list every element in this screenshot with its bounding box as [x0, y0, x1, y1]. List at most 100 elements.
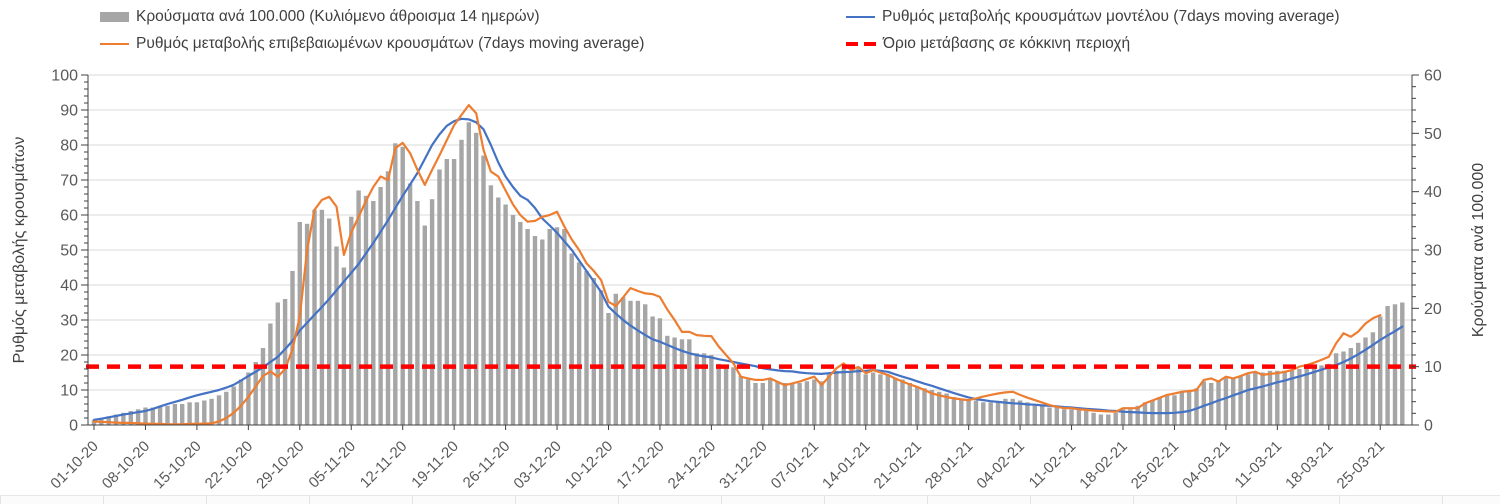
- bar: [812, 379, 817, 425]
- bar: [1025, 402, 1030, 426]
- bar: [260, 348, 266, 425]
- bar: [106, 416, 111, 426]
- legend-item-threshold: Όριο μετάβασης σε κόκκινη περιοχή: [846, 35, 1130, 53]
- bar: [180, 404, 185, 425]
- bar: [1098, 414, 1104, 425]
- right-tick-label: 60: [1424, 68, 1442, 85]
- bar: [738, 376, 743, 425]
- bar: [635, 300, 641, 426]
- bar: [1304, 367, 1309, 426]
- bar: [172, 404, 178, 425]
- bars-cases-per-100k: [91, 122, 1405, 426]
- bar: [1069, 409, 1074, 426]
- bar: [407, 183, 413, 425]
- bar: [1091, 412, 1096, 426]
- bar: [1326, 363, 1331, 426]
- bar: [1260, 372, 1265, 425]
- bar: [415, 201, 420, 425]
- x-tick-label: 14-01-21: [819, 438, 873, 492]
- left-tick-label: 0: [69, 418, 78, 435]
- bar: [1120, 409, 1126, 426]
- bar: [723, 367, 729, 426]
- bar: [591, 278, 596, 425]
- bar: [253, 362, 258, 425]
- legend-item-confirmed-line: Ρυθμός μεταβολής επιβεβαιωμένων κρουσμάτ…: [100, 35, 644, 53]
- bar: [1319, 365, 1324, 425]
- bar: [1245, 374, 1251, 426]
- bar: [966, 400, 971, 425]
- right-axis-title: Κρούσματα ανά 100.000: [1470, 163, 1487, 337]
- bar: [510, 215, 516, 425]
- bar: [334, 246, 339, 425]
- left-tick-label: 90: [60, 103, 78, 120]
- bar: [804, 381, 810, 426]
- bar: [194, 402, 200, 426]
- bar: [679, 339, 685, 426]
- bar: [444, 159, 449, 425]
- bar: [1370, 332, 1376, 426]
- x-axis-ticks: 01-10-2008-10-2015-10-2022-10-2029-10-20…: [47, 425, 1388, 492]
- bar: [113, 414, 119, 425]
- bar: [657, 318, 663, 426]
- left-tick-label: 40: [60, 278, 78, 295]
- bar: [304, 223, 310, 426]
- legend-label-threshold: Όριο μετάβασης σε κόκκινη περιοχή: [883, 35, 1131, 52]
- bar: [922, 388, 927, 426]
- bar: [694, 353, 699, 426]
- blue-line-swatch-icon: [846, 15, 875, 19]
- bar: [481, 155, 486, 425]
- bar: [231, 386, 236, 425]
- bar: [1017, 400, 1023, 425]
- x-tick-label: 31-12-20: [716, 438, 770, 492]
- bar: [701, 353, 707, 426]
- bar: [202, 400, 207, 425]
- x-tick-label: 01-10-20: [47, 438, 101, 492]
- bar: [1135, 405, 1140, 426]
- bar: [775, 381, 780, 426]
- right-tick-label: 20: [1424, 301, 1442, 318]
- bar: [1333, 353, 1339, 426]
- left-tick-label: 80: [60, 138, 78, 155]
- bar: [856, 367, 861, 426]
- right-tick-label: 10: [1424, 359, 1442, 376]
- legend-label-cases-bars: Κρούσματα ανά 100.000 (Κυλιόμενο άθροισμ…: [136, 8, 540, 25]
- x-tick-label: 28-01-21: [922, 438, 976, 492]
- x-tick-label: 21-01-21: [871, 438, 925, 492]
- legend-label-model-line: Ρυθμός μεταβολής κρουσμάτων μοντέλου (7d…: [882, 8, 1340, 25]
- orange-line-swatch-icon: [100, 42, 129, 46]
- bar: [665, 335, 670, 426]
- bar: [782, 383, 788, 425]
- bar: [1216, 381, 1221, 426]
- bar: [621, 297, 626, 426]
- bar: [562, 229, 567, 425]
- bar: [1032, 404, 1037, 425]
- bar: [150, 407, 155, 425]
- bar: [1076, 409, 1082, 426]
- bar: [797, 383, 802, 425]
- bar: [319, 209, 325, 426]
- x-tick-label: 15-10-20: [150, 438, 204, 492]
- left-axis-ticks: 0 10 20 30 40 50 60 70 80 90 100: [51, 68, 88, 435]
- bar: [246, 372, 251, 425]
- bar: [474, 132, 479, 426]
- bar: [216, 395, 222, 426]
- bar: [1267, 370, 1273, 426]
- bar: [1084, 411, 1089, 425]
- bar: [1201, 381, 1206, 426]
- bar: [951, 397, 957, 425]
- bar: [121, 412, 126, 426]
- bar: [1282, 370, 1287, 426]
- bar: [554, 227, 560, 426]
- bar: [753, 383, 758, 425]
- bar: [1179, 391, 1184, 426]
- bar: [819, 381, 824, 426]
- bar: [1231, 377, 1236, 426]
- bar: [1311, 367, 1317, 426]
- bar: [576, 262, 582, 426]
- bar: [488, 185, 494, 426]
- left-tick-label: 100: [51, 68, 78, 85]
- bar: [981, 402, 986, 426]
- x-tick-label: 04-03-21: [1179, 438, 1233, 492]
- bar: [834, 370, 839, 426]
- bar: [451, 159, 457, 425]
